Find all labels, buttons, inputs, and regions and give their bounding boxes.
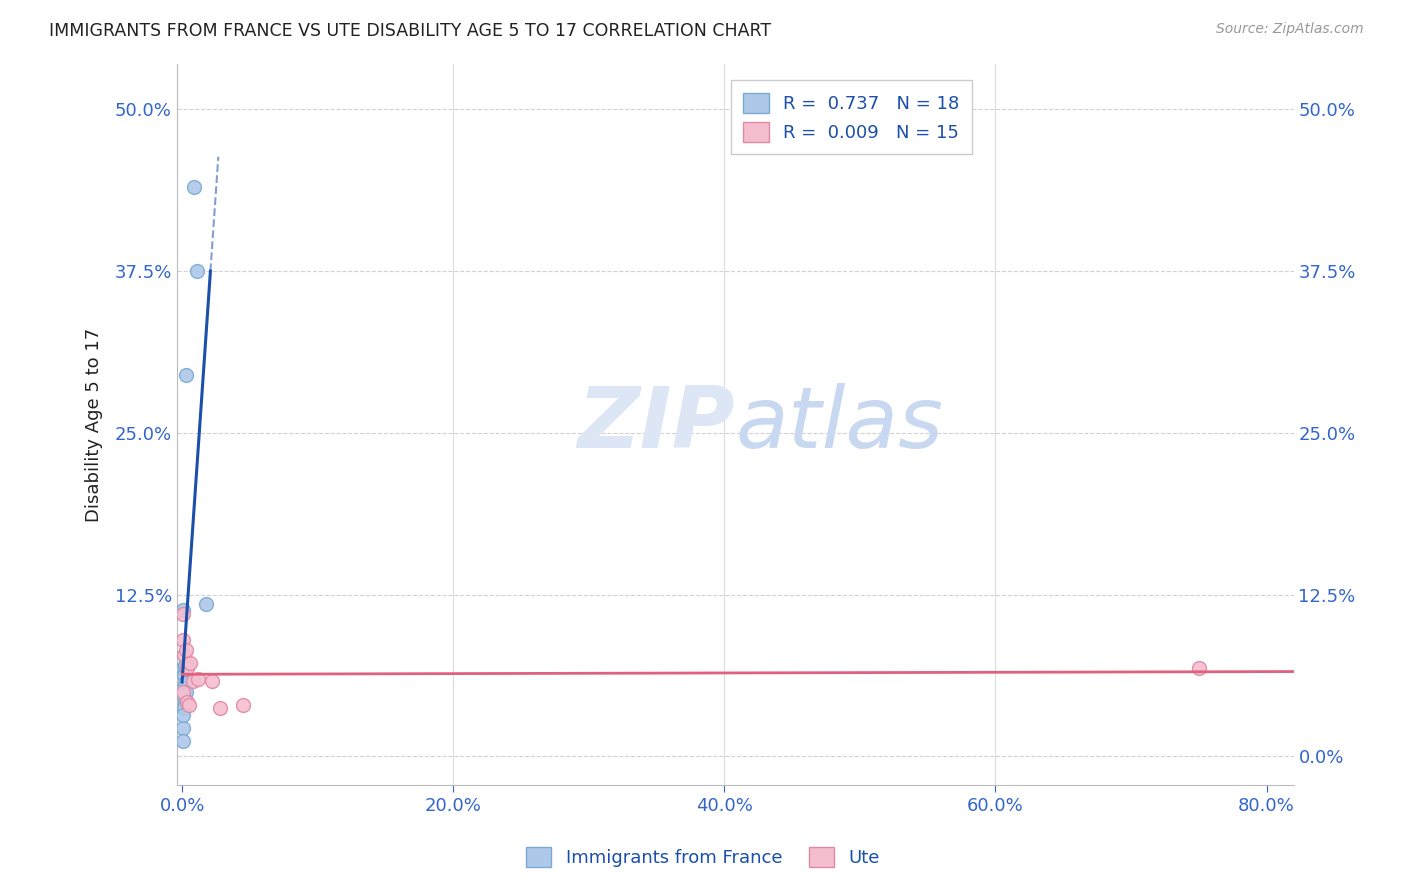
Point	[172, 632, 194, 647]
Text: IMMIGRANTS FROM FRANCE VS UTE DISABILITY AGE 5 TO 17 CORRELATION CHART: IMMIGRANTS FROM FRANCE VS UTE DISABILITY…	[49, 22, 772, 40]
Point	[172, 733, 194, 747]
Legend: Immigrants from France, Ute: Immigrants from France, Ute	[519, 839, 887, 874]
Point	[183, 180, 205, 194]
Point	[172, 603, 194, 617]
Point	[208, 701, 231, 715]
Point	[174, 684, 197, 698]
Y-axis label: Disability Age 5 to 17: Disability Age 5 to 17	[86, 327, 103, 522]
Point	[195, 597, 218, 611]
Point	[186, 264, 208, 278]
Text: Source: ZipAtlas.com: Source: ZipAtlas.com	[1216, 22, 1364, 37]
Point	[173, 701, 195, 715]
Point	[173, 648, 195, 663]
Point	[232, 698, 254, 712]
Point	[173, 667, 195, 681]
Point	[172, 684, 194, 698]
Point	[172, 661, 194, 675]
Point	[187, 672, 209, 686]
Point	[172, 721, 194, 735]
Legend: R =  0.737   N = 18, R =  0.009   N = 15: R = 0.737 N = 18, R = 0.009 N = 15	[731, 80, 972, 154]
Point	[172, 689, 194, 703]
Point	[174, 368, 197, 382]
Point	[174, 656, 197, 670]
Point	[176, 661, 198, 675]
Point	[181, 674, 204, 689]
Point	[172, 707, 194, 722]
Point	[179, 656, 201, 670]
Text: atlas: atlas	[735, 383, 943, 466]
Point	[177, 698, 200, 712]
Point	[176, 695, 198, 709]
Text: ZIP: ZIP	[578, 383, 735, 466]
Point	[173, 695, 195, 709]
Point	[174, 643, 197, 657]
Point	[201, 674, 224, 689]
Point	[172, 681, 194, 695]
Point	[173, 658, 195, 673]
Point	[1188, 661, 1211, 675]
Point	[172, 607, 194, 621]
Point	[173, 675, 195, 690]
